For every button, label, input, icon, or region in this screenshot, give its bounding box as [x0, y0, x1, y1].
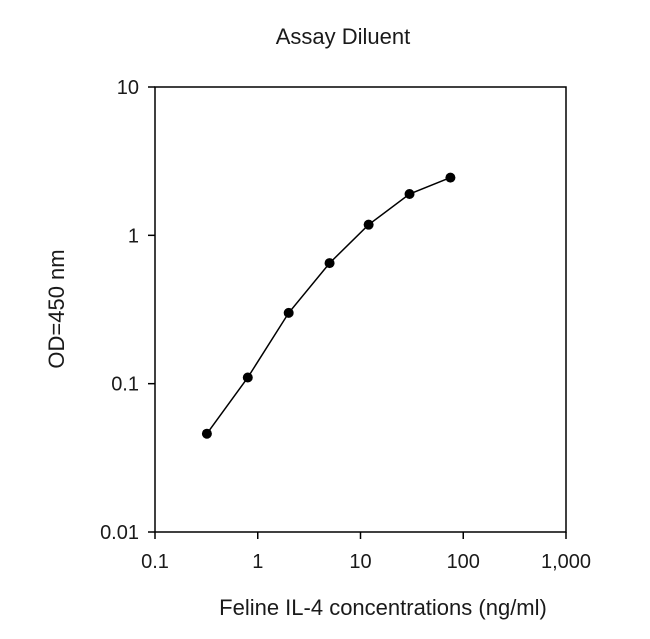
data-point	[242, 372, 253, 383]
y-tick-label: 0.1	[111, 374, 139, 396]
x-tick-label: 10	[349, 551, 371, 573]
data-point	[363, 219, 374, 230]
x-tick-label: 1	[252, 551, 263, 573]
data-point	[404, 188, 415, 199]
data-point	[445, 172, 456, 183]
x-tick-label: 1,000	[541, 551, 591, 573]
y-tick-label: 1	[128, 225, 139, 247]
chart-title: Assay Diluent	[276, 24, 411, 49]
y-axis-label: OD=450 nm	[44, 249, 69, 368]
x-tick-label: 100	[447, 551, 480, 573]
data-point	[201, 428, 212, 439]
y-axis: 0.01 0.1 1 10	[100, 77, 155, 544]
x-axis: 0.1 1 10 100 1,000	[141, 532, 591, 573]
x-tick-label: 0.1	[141, 551, 169, 573]
data-point	[283, 307, 294, 318]
x-axis-label: Feline IL-4 concentrations (ng/ml)	[219, 595, 547, 620]
y-tick-label: 0.01	[100, 522, 139, 544]
y-tick-label: 10	[117, 77, 139, 99]
series-layer	[201, 172, 456, 439]
plot-area	[154, 86, 567, 533]
data-point	[324, 258, 335, 269]
series-line	[206, 176, 451, 435]
